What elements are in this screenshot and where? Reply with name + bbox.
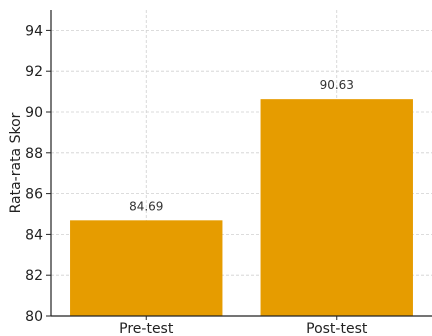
y-ticks: 80 82 84 86 88 90 92 94 xyxy=(25,23,51,325)
y-axis-label: Rata-rata Skor xyxy=(8,112,24,213)
data-label: 90.63 xyxy=(320,78,354,92)
x-tick-label: Post-test xyxy=(306,321,368,336)
y-tick-label: 88 xyxy=(25,146,43,162)
y-tick-label: 92 xyxy=(25,64,43,80)
data-labels: 84.69 90.63 xyxy=(129,78,354,213)
y-tick-label: 86 xyxy=(25,187,43,203)
y-tick-label: 80 xyxy=(25,309,43,325)
x-tick-label: Pre-test xyxy=(119,321,174,336)
y-tick-label: 84 xyxy=(25,227,43,243)
y-tick-label: 94 xyxy=(25,23,43,39)
y-tick-label: 90 xyxy=(25,105,43,121)
bars xyxy=(70,99,413,316)
data-label: 84.69 xyxy=(129,199,163,213)
y-tick-label: 82 xyxy=(25,268,43,284)
x-ticks: Pre-test Post-test xyxy=(119,316,368,336)
bar-post-test xyxy=(260,99,413,316)
bar-pre-test xyxy=(70,220,223,316)
